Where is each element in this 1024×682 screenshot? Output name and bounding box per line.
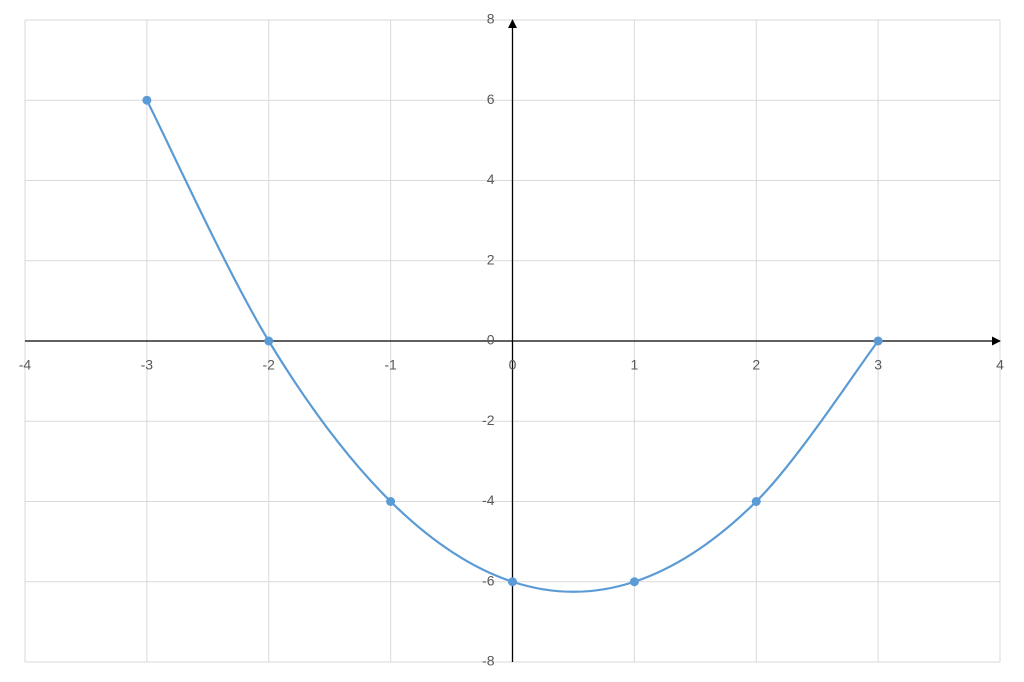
series bbox=[142, 95, 883, 593]
y-tick-label: -6 bbox=[482, 572, 495, 588]
data-point bbox=[264, 336, 274, 346]
y-tick-label: -2 bbox=[482, 412, 495, 428]
y-tick-label: 8 bbox=[487, 11, 495, 27]
y-tick-label: 0 bbox=[487, 332, 495, 348]
x-tick-label: -3 bbox=[141, 357, 154, 373]
x-tick-label: 3 bbox=[874, 357, 882, 373]
y-tick-label: 6 bbox=[487, 91, 495, 107]
data-point bbox=[508, 577, 517, 587]
y-tick-label: -8 bbox=[482, 653, 495, 669]
x-tick-label: -2 bbox=[263, 357, 276, 373]
x-tick-label: 4 bbox=[996, 357, 1004, 373]
axes bbox=[25, 19, 1001, 662]
y-tick-label: -4 bbox=[482, 492, 495, 508]
x-tick-label: -1 bbox=[384, 357, 397, 373]
x-tick-label: 0 bbox=[509, 357, 517, 373]
data-point bbox=[386, 497, 396, 506]
y-tick-label: 2 bbox=[487, 251, 495, 267]
x-tick-label: -4 bbox=[19, 357, 32, 373]
data-point bbox=[751, 497, 761, 506]
data-point bbox=[142, 95, 152, 105]
x-tick-label: 2 bbox=[752, 357, 760, 373]
data-point bbox=[873, 336, 883, 346]
y-tick-label: 4 bbox=[487, 171, 495, 187]
tick-labels: -4 -3 -2 -1 0 1 2 3 4 -8 -6 -4 -2 0 2 4 6 8 bbox=[19, 11, 1004, 669]
x-tick-label: 1 bbox=[630, 357, 638, 373]
data-point bbox=[629, 577, 639, 587]
